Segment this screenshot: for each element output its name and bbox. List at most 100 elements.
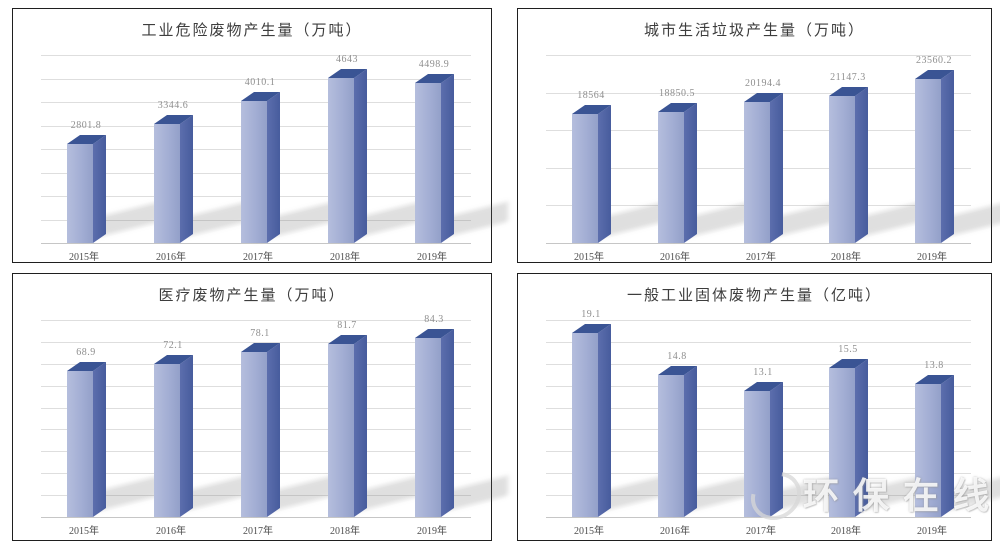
- x-axis-tick-label: 2019年: [917, 252, 947, 263]
- bar-value-label: 4643: [336, 54, 358, 65]
- chart-title-urban-household-garbage: 城市生活垃圾产生量（万吨）: [643, 23, 865, 39]
- bar-side-face: [941, 374, 954, 517]
- bar: [154, 124, 180, 243]
- x-axis-tick-label: 2018年: [330, 252, 360, 263]
- chart-panel-urban-household-garbage: 城市生活垃圾产生量（万吨） 18564 2015年 18850.5 2016年 2019…: [517, 8, 1000, 263]
- bar-value-label: 81.7: [337, 320, 357, 331]
- bar-side-face: [180, 354, 193, 517]
- bar-side-face: [855, 358, 868, 517]
- bar-side-face: [941, 69, 954, 243]
- gridline: [41, 342, 471, 343]
- bar: [915, 79, 941, 243]
- plot-area-general-industrial-solid-waste: 19.1 2015年 14.8 2016年 13.1 2017年 15.5 2018年 13.8…: [542, 309, 1000, 537]
- bar-side-face: [93, 134, 106, 243]
- bar-value-label: 72.1: [163, 340, 183, 351]
- bar: [744, 391, 770, 517]
- x-axis-tick-label: 2017年: [243, 526, 273, 537]
- bar-side-face: [770, 92, 783, 243]
- gridline: [41, 79, 471, 80]
- bar-side-face: [598, 104, 611, 243]
- bar-side-face: [598, 323, 611, 517]
- x-axis-tick-label: 2015年: [69, 526, 99, 537]
- bar: [241, 352, 267, 517]
- bar-value-label: 13.8: [924, 360, 944, 371]
- bar-value-label: 84.3: [424, 314, 444, 325]
- bar-side-face: [267, 91, 280, 243]
- bar-value-label: 21147.3: [830, 72, 866, 83]
- chart-title-general-industrial-solid-waste: 一般工业固体废物产生量（亿吨）: [626, 288, 882, 304]
- x-axis-line: [41, 517, 471, 518]
- bar-side-face: [770, 381, 783, 517]
- bar-side-face: [441, 328, 454, 517]
- bar: [658, 112, 684, 243]
- bar-value-label: 78.1: [250, 328, 270, 339]
- x-axis-tick-label: 2016年: [156, 526, 186, 537]
- bar-value-label: 19.1: [581, 309, 601, 320]
- bar-side-face: [684, 102, 697, 243]
- bar-value-label: 68.9: [76, 347, 96, 358]
- chart-panel-industrial-hazardous-waste: 工业危险废物产生量（万吨） 2801.8 2015年 3344.6 2016年 4010…: [12, 8, 508, 263]
- bar-value-label: 13.1: [753, 367, 773, 378]
- x-axis-tick-label: 2018年: [831, 252, 861, 263]
- gridline: [546, 320, 971, 321]
- bar: [572, 333, 598, 517]
- bar-side-face: [267, 342, 280, 517]
- bar: [572, 114, 598, 243]
- x-axis-tick-label: 2015年: [69, 252, 99, 263]
- bar: [829, 368, 855, 517]
- bar: [241, 101, 267, 243]
- bar-value-label: 2801.8: [70, 120, 102, 131]
- x-axis-tick-label: 2016年: [660, 252, 690, 263]
- x-axis-tick-label: 2018年: [330, 526, 360, 537]
- bar-side-face: [180, 114, 193, 243]
- chart-title-medical-waste: 医疗废物产生量（万吨）: [158, 288, 346, 304]
- x-axis-tick-label: 2017年: [746, 252, 776, 263]
- chart-title-industrial-hazardous-waste: 工业危险废物产生量（万吨）: [141, 23, 363, 39]
- bar-value-label: 14.8: [667, 351, 687, 362]
- chart-panel-medical-waste: 医疗废物产生量（万吨） 68.9 2015年 72.1 2016年 78.1 2017年 8…: [12, 273, 508, 541]
- plot-area-industrial-hazardous-waste: 2801.8 2015年 3344.6 2016年 4010.1 2017年 4643 201…: [37, 54, 508, 263]
- bar: [415, 83, 441, 243]
- bar: [658, 375, 684, 517]
- chart-panel-general-industrial-solid-waste: 一般工业固体废物产生量（亿吨） 19.1 2015年 14.8 2016年 13.1 20…: [517, 273, 1000, 541]
- bar-value-label: 20194.4: [745, 78, 781, 89]
- x-axis-line: [41, 243, 471, 244]
- bar-side-face: [855, 86, 868, 243]
- x-axis-tick-label: 2019年: [417, 526, 447, 537]
- x-axis-tick-label: 2017年: [243, 252, 273, 263]
- gridline: [546, 364, 971, 365]
- x-axis-tick-label: 2019年: [417, 252, 447, 263]
- gridline: [41, 55, 471, 56]
- bar-value-label: 4498.9: [418, 59, 450, 70]
- x-axis-tick-label: 2018年: [831, 526, 861, 537]
- x-axis-tick-label: 2016年: [660, 526, 690, 537]
- bar-side-face: [93, 361, 106, 517]
- bar-value-label: 3344.6: [157, 100, 189, 111]
- gridline: [546, 342, 971, 343]
- gridline: [41, 320, 471, 321]
- gridline: [546, 55, 971, 56]
- bar: [744, 102, 770, 243]
- bar: [67, 371, 93, 517]
- bar-side-face: [354, 334, 367, 517]
- x-axis-line: [546, 243, 971, 244]
- bar: [328, 344, 354, 517]
- bar-value-label: 15.5: [838, 344, 858, 355]
- bar: [415, 338, 441, 517]
- bar: [328, 78, 354, 243]
- x-axis-tick-label: 2017年: [746, 526, 776, 537]
- bar-value-label: 18564: [577, 90, 605, 101]
- bar-side-face: [684, 365, 697, 517]
- bar: [67, 144, 93, 243]
- bar-side-face: [441, 73, 454, 243]
- bar: [829, 96, 855, 243]
- bar-value-label: 23560.2: [916, 55, 952, 66]
- bar-value-label: 18850.5: [659, 88, 695, 99]
- bar-value-label: 4010.1: [244, 77, 276, 88]
- x-axis-tick-label: 2016年: [156, 252, 186, 263]
- x-axis-line: [546, 517, 971, 518]
- bar: [915, 384, 941, 517]
- bar: [154, 364, 180, 517]
- plot-area-urban-household-garbage: 18564 2015年 18850.5 2016年 20194.4 2017年 21147.…: [542, 55, 1000, 263]
